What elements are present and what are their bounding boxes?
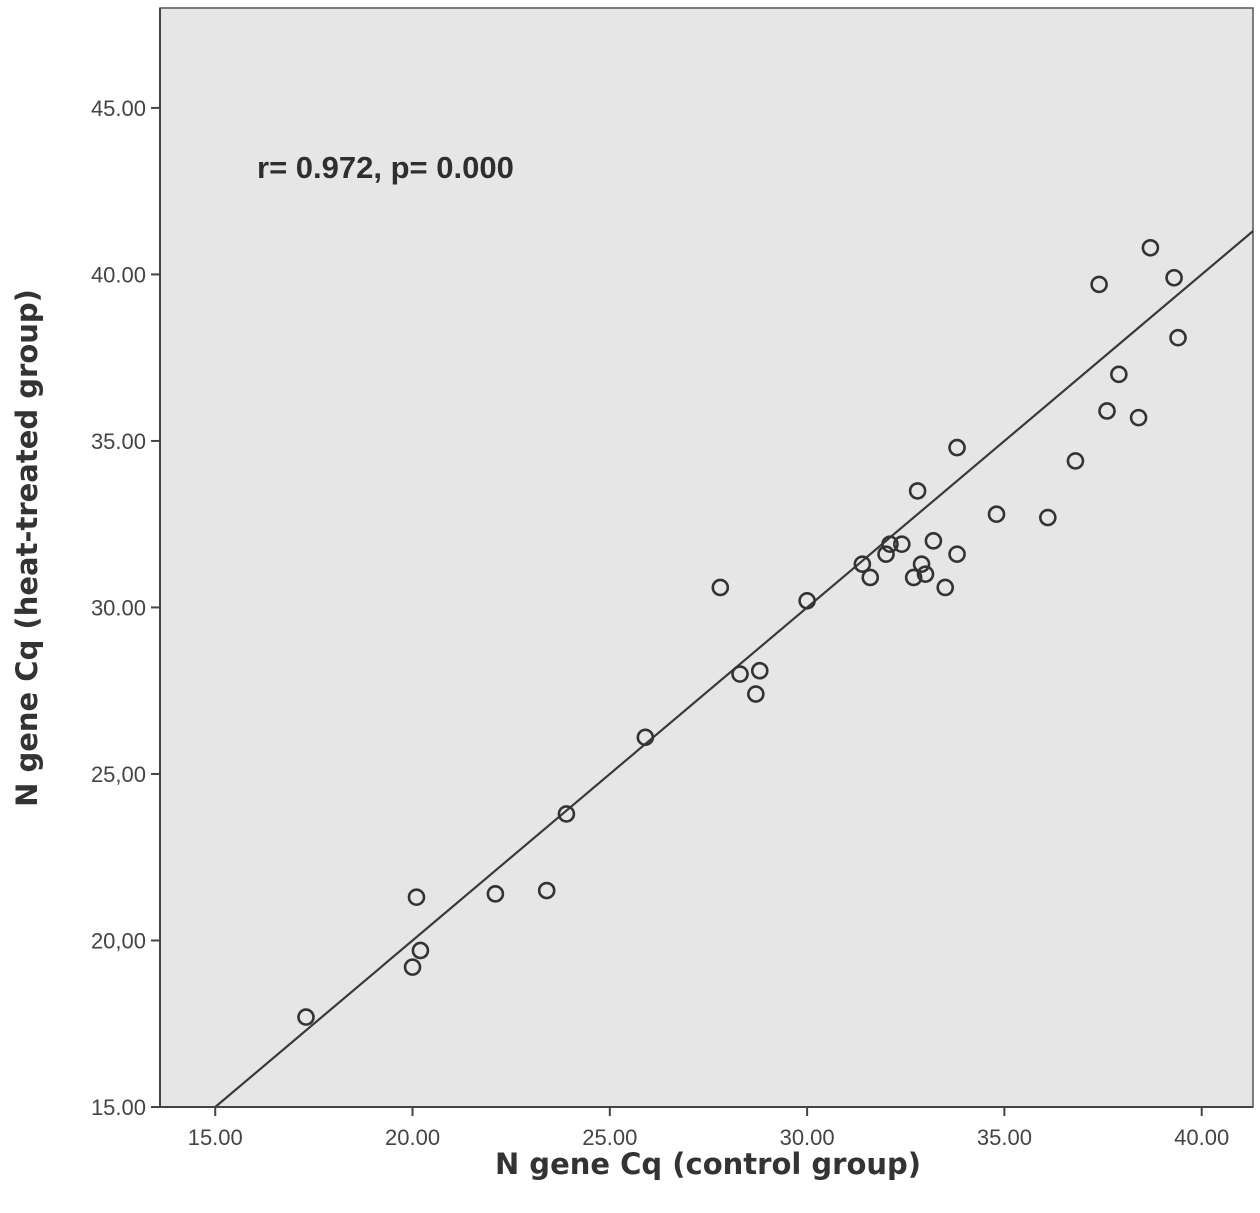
data-point: [948, 438, 966, 457]
y-tick-label: 45.00: [91, 96, 146, 121]
data-point: [297, 1008, 315, 1026]
data-point: [936, 578, 955, 597]
x-tick-label: 20.00: [385, 1125, 440, 1150]
data-point: [924, 532, 943, 550]
data-points: [297, 238, 1187, 1026]
y-tick-label: 15.00: [91, 1095, 146, 1120]
data-point: [877, 545, 895, 563]
x-tick-label: 30.00: [780, 1125, 835, 1150]
data-point: [916, 565, 935, 583]
x-tick-label: 15.00: [188, 1125, 243, 1150]
data-point: [912, 555, 931, 573]
x-tick-label: 35.00: [977, 1125, 1032, 1150]
data-point: [904, 568, 923, 587]
data-point: [1039, 508, 1057, 527]
y-tick-label: 20,00: [91, 928, 146, 953]
data-point: [1169, 328, 1187, 347]
data-point: [1129, 408, 1148, 427]
data-point: [798, 591, 816, 610]
data-point: [557, 805, 576, 823]
y-tick-label: 35.00: [91, 429, 146, 454]
y-tick-label: 25,00: [91, 762, 146, 787]
data-point: [987, 505, 1006, 524]
data-point: [747, 685, 765, 703]
y-tick-label: 40.00: [91, 262, 146, 287]
y-axis-ticks: 15.00 20,00 25,00 30.00 35.00 40.00 45.00: [91, 96, 160, 1120]
data-point: [861, 568, 880, 587]
data-point: [407, 888, 426, 906]
data-point: [411, 941, 430, 960]
data-point: [636, 728, 655, 747]
x-tick-label: 40.00: [1174, 1125, 1229, 1150]
data-point: [1165, 268, 1183, 287]
data-point: [486, 885, 505, 903]
x-tick-label: 25.00: [582, 1125, 637, 1150]
data-point: [893, 535, 911, 553]
data-point: [908, 482, 927, 500]
correlation-annotation: r= 0.972, p= 0.000: [257, 150, 514, 185]
data-point: [948, 545, 966, 563]
data-point: [1066, 452, 1085, 470]
data-point: [537, 881, 556, 900]
data-point: [881, 535, 899, 553]
data-point: [1110, 365, 1128, 384]
data-point: [731, 665, 749, 683]
data-point: [1098, 402, 1116, 420]
data-point: [853, 555, 872, 573]
x-axis-title: N gene Cq (control group): [495, 1147, 921, 1181]
data-point: [1090, 275, 1108, 294]
data-point: [1141, 238, 1160, 257]
y-tick-label: 30.00: [91, 595, 146, 620]
data-point: [750, 661, 769, 680]
x-axis-ticks: 15.00 20.00 25.00 30.00 35.00 40.00: [188, 1107, 1229, 1150]
data-point: [403, 958, 422, 976]
y-axis-title: N gene Cq (heat-treated group): [10, 289, 44, 807]
plot-area: [159, 7, 1254, 1108]
data-point: [711, 578, 730, 597]
